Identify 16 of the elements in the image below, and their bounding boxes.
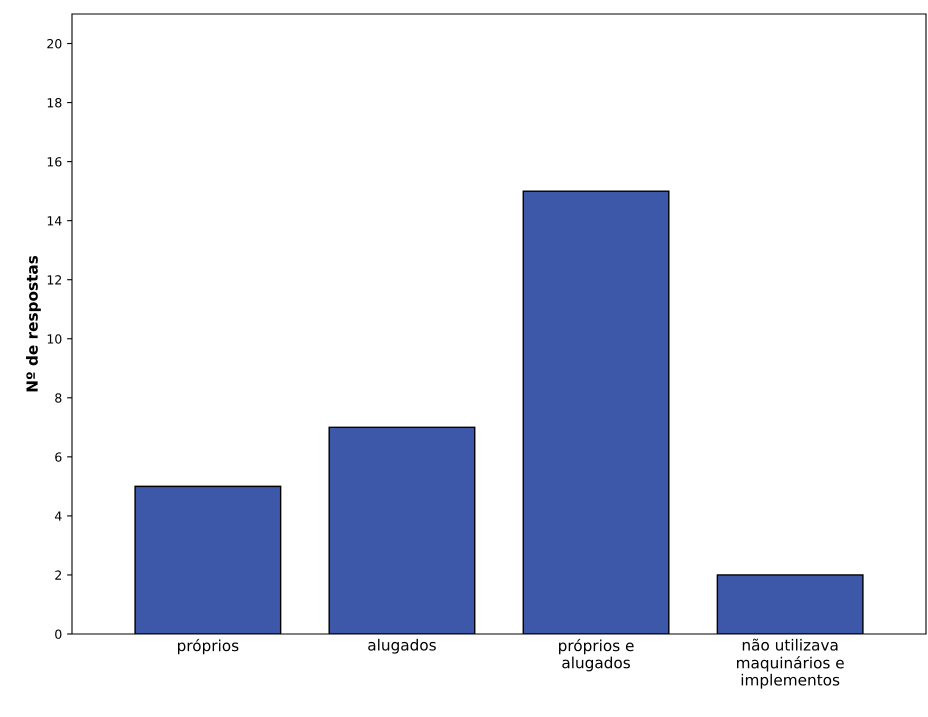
x-tick-label: não utilizava maquinários e implementos (737, 638, 844, 689)
y-tick-label: 0 (55, 629, 62, 639)
y-tick-label: 10 (48, 334, 62, 344)
y-tick-label: 8 (55, 393, 62, 403)
y-tick-label: 18 (48, 98, 62, 108)
y-axis-title: Nº de respostas (26, 256, 41, 392)
y-tick-label: 12 (48, 275, 62, 284)
x-tick-label: próprios e alugados (559, 638, 634, 672)
y-tick-label: 20 (47, 38, 62, 48)
y-tick-label: 2 (55, 570, 62, 580)
y-tick-label: 4 (54, 512, 62, 521)
y-tick-label: 16 (48, 157, 62, 167)
y-tick-label: 14 (48, 216, 62, 226)
x-tick-label: próprios (178, 638, 238, 654)
x-tick-label: alugados (368, 638, 436, 654)
y-tick-label: 6 (55, 452, 62, 462)
